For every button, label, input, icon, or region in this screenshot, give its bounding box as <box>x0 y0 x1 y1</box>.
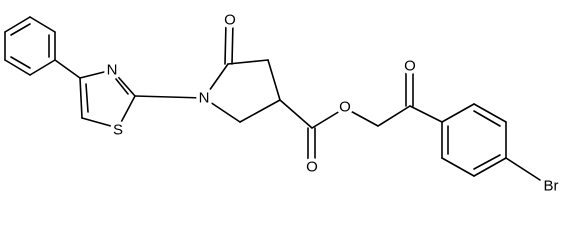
atom-label: O <box>306 159 318 176</box>
atom-label: O <box>224 12 236 29</box>
atom-label: O <box>339 99 351 116</box>
atom-label: N <box>199 90 210 107</box>
bonds <box>4 16 541 181</box>
atom-label: S <box>113 122 123 139</box>
molecule-diagram: N S N O O O O Br <box>4 8 562 196</box>
atom-label: O <box>404 58 416 75</box>
atom-labels: N S N O O O O Br <box>103 8 562 196</box>
atom-label: Br <box>544 178 559 195</box>
atom-label: N <box>107 62 118 79</box>
